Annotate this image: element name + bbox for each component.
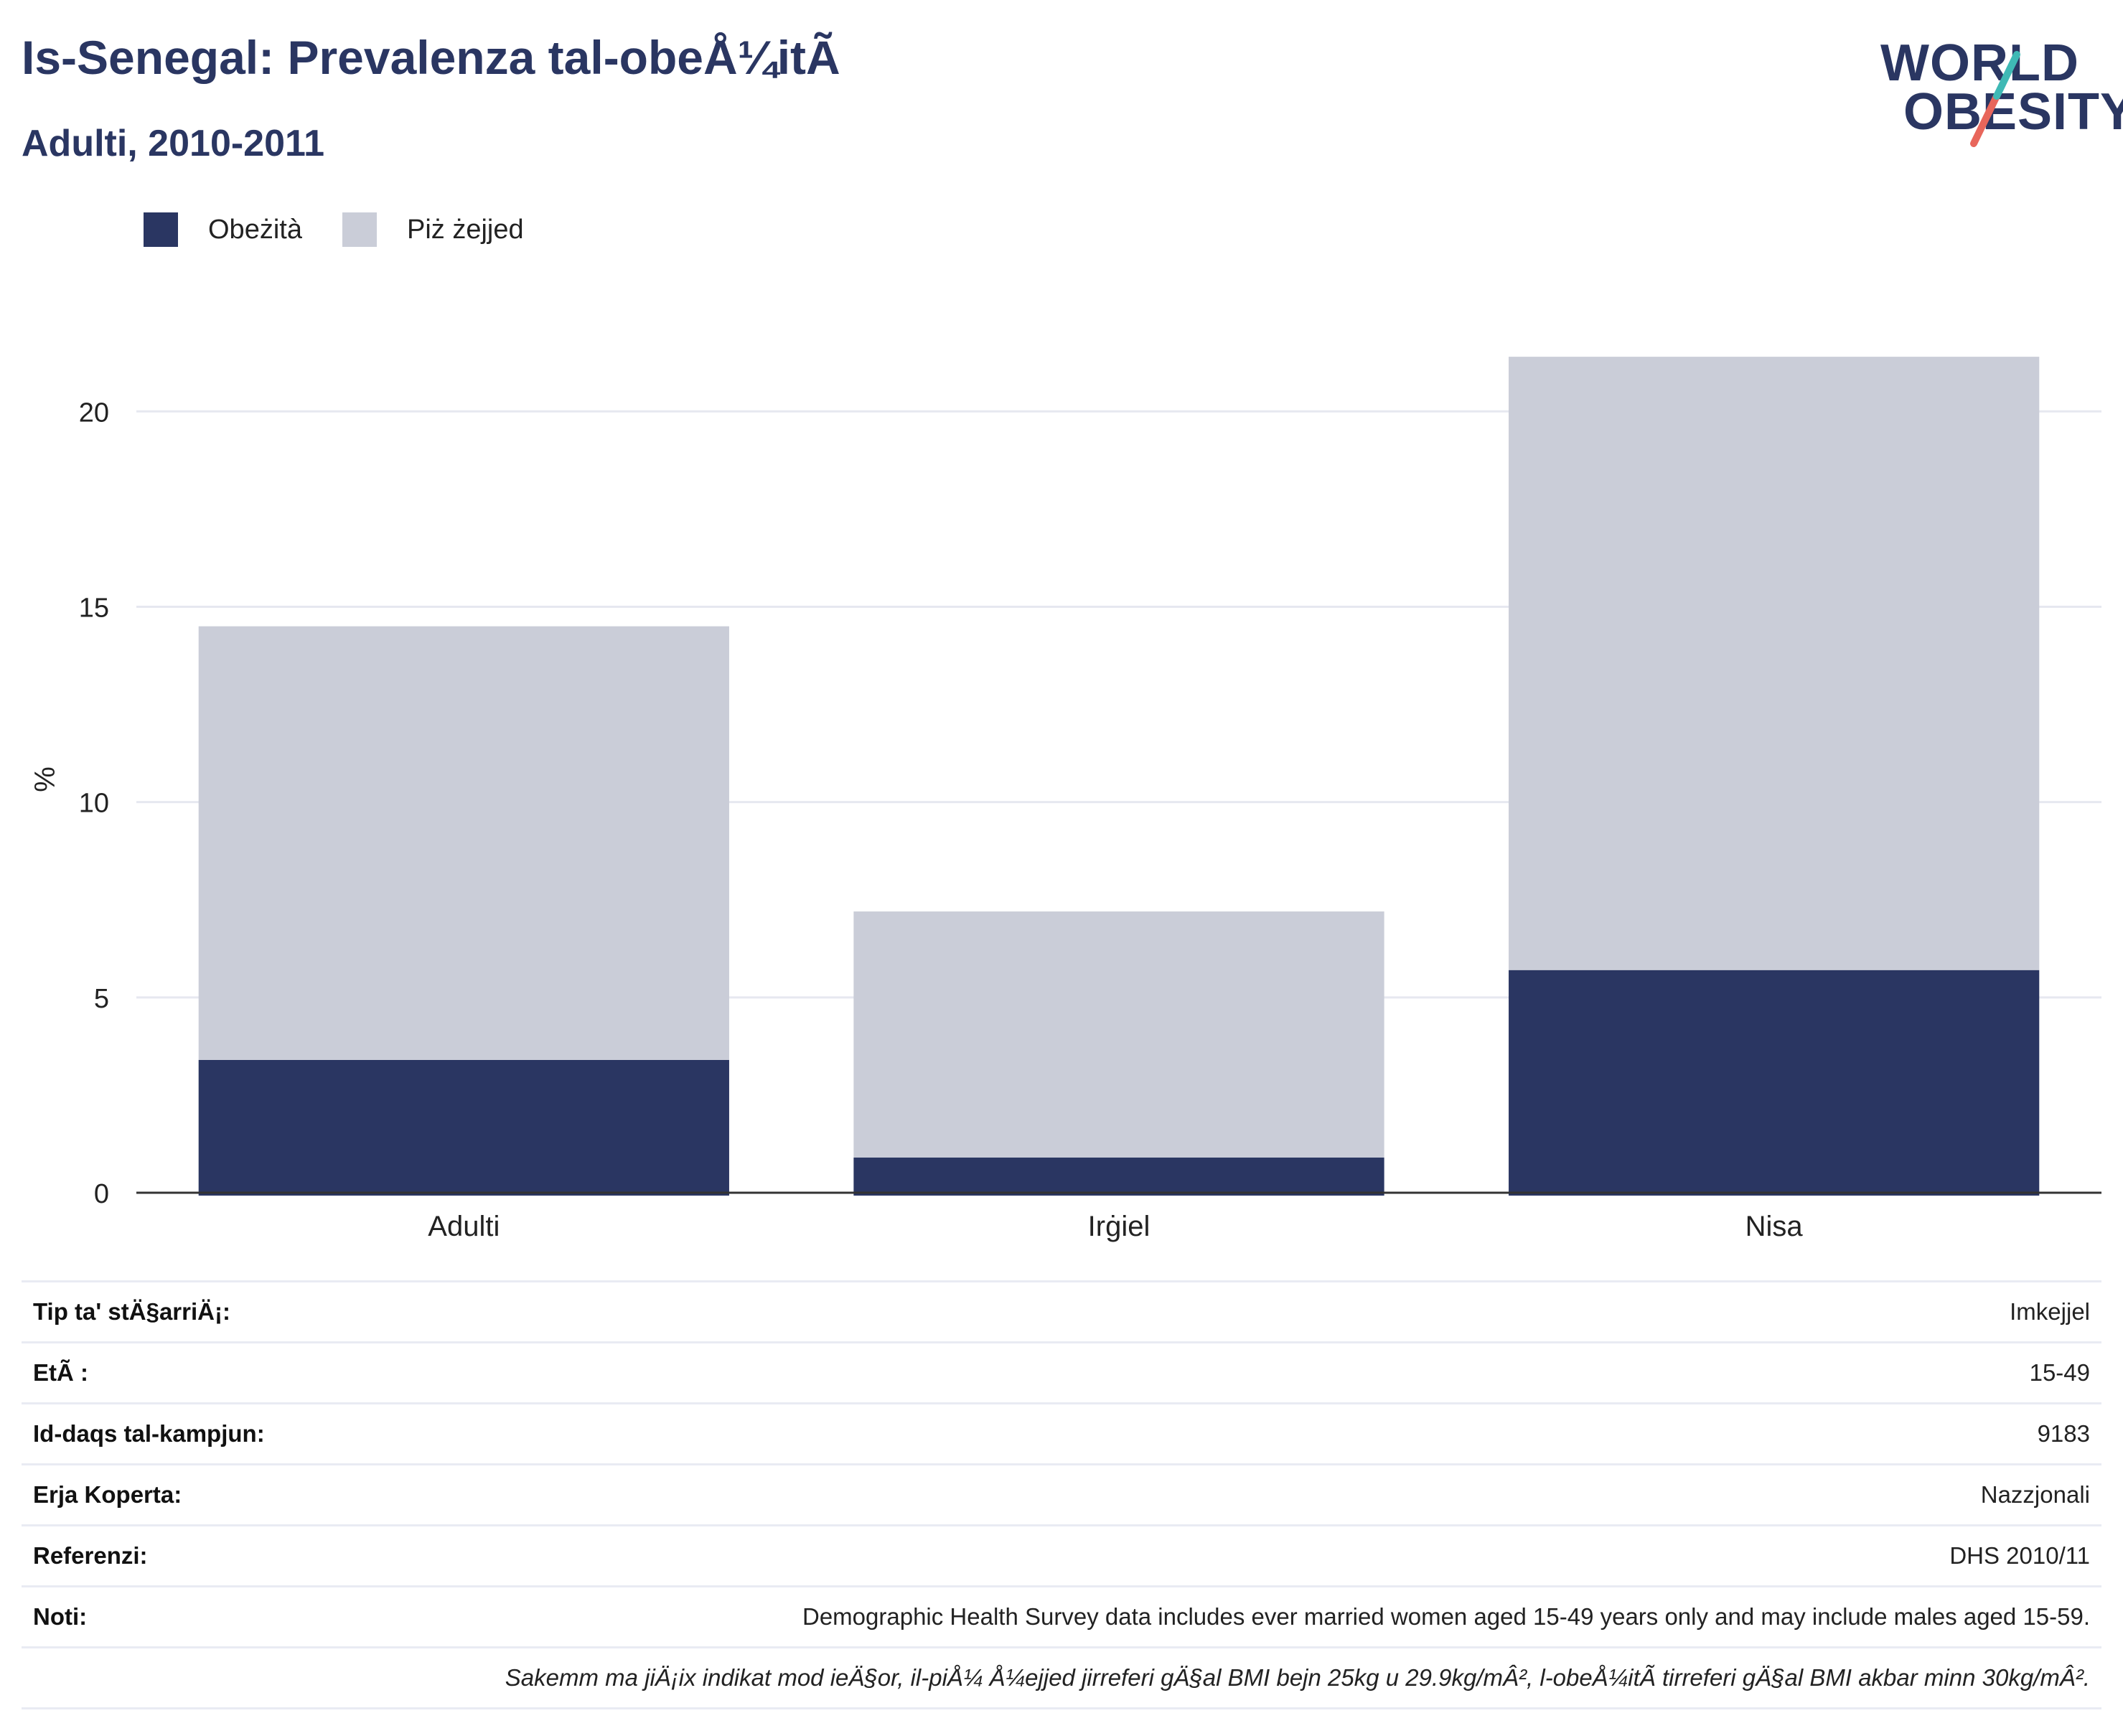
y-tick-label: 0 (94, 1179, 109, 1209)
y-tick-label: 5 (94, 984, 109, 1014)
legend-label-overweight: Piż żejjed (406, 214, 524, 245)
info-label: EtÃ : (33, 1359, 88, 1386)
chart-subtitle: Adulti, 2010-2011 (22, 123, 324, 164)
x-tick-label: Irġiel (1088, 1211, 1150, 1242)
info-label: Erja Koperta: (33, 1481, 182, 1508)
legend-swatch-overweight (342, 212, 377, 247)
bar-obesity (198, 1059, 729, 1196)
logo-line-2: OBESITY (1903, 83, 2123, 141)
bar-overweight (1509, 357, 2040, 970)
info-value: Imkejjel (2010, 1298, 2090, 1325)
bar-obesity (853, 1158, 1384, 1196)
legend-label-obesity: Obeżità (208, 214, 302, 245)
x-tick-label: Nisa (1745, 1211, 1804, 1242)
legend-item-obesity[interactable]: Obeżità (144, 212, 302, 247)
info-value: 15-49 (2029, 1359, 2090, 1386)
bar-chart: 0 5 10 15 20% Adulti Irġiel Nisa (29, 357, 2101, 1242)
info-label: Noti: (33, 1603, 88, 1630)
info-row: Erja Koperta: Nazzjonali (22, 1463, 2101, 1524)
bar-obesity (1509, 970, 2040, 1196)
info-label: Tip ta' stÄ§arriÄ¡: (33, 1298, 230, 1325)
y-tick-label: 10 (79, 789, 109, 819)
info-label: Id-daqs tal-kampjun: (33, 1420, 265, 1447)
legend-item-overweight[interactable]: Piż żejjed (342, 212, 524, 247)
bar-overweight (198, 626, 729, 1060)
chart-legend: Obeżità Piż żejjed (144, 212, 564, 247)
info-row: Noti: Demographic Health Survey data inc… (22, 1585, 2101, 1646)
info-row: Id-daqs tal-kampjun: 9183 (22, 1402, 2101, 1463)
world-obesity-logo: WORLD OBESITY (1866, 29, 2123, 151)
info-row: EtÃ : 15-49 (22, 1341, 2101, 1402)
logo-slash-icon (1970, 51, 2020, 147)
y-axis-label: % (29, 766, 61, 792)
info-value: DHS 2010/11 (1949, 1542, 2090, 1569)
info-label: Referenzi: (33, 1542, 148, 1569)
footnote-row: Sakemm ma jiÄ¡ix indikat mod ieÄ§or, il-… (22, 1646, 2101, 1709)
info-table: Tip ta' stÄ§arriÄ¡: Imkejjel EtÃ : 15-49… (22, 1280, 2101, 1709)
info-value: Nazzjonali (1980, 1481, 2090, 1508)
info-value: Demographic Health Survey data includes … (802, 1603, 2090, 1630)
info-value: 9183 (2037, 1420, 2090, 1447)
bar-overweight (853, 911, 1384, 1158)
y-tick-label: 20 (79, 398, 109, 428)
info-row: Tip ta' stÄ§arriÄ¡: Imkejjel (22, 1280, 2101, 1341)
footnote-text: Sakemm ma jiÄ¡ix indikat mod ieÄ§or, il-… (505, 1664, 2090, 1691)
logo-line-1: WORLD (1880, 34, 2079, 92)
y-tick-label: 15 (79, 593, 109, 623)
legend-swatch-obesity (144, 212, 178, 247)
chart-title: Is-Senegal: Prevalenza tal-obeÅ¼itÃ (22, 31, 840, 84)
x-tick-label: Adulti (428, 1211, 500, 1242)
info-row: Referenzi: DHS 2010/11 (22, 1524, 2101, 1585)
